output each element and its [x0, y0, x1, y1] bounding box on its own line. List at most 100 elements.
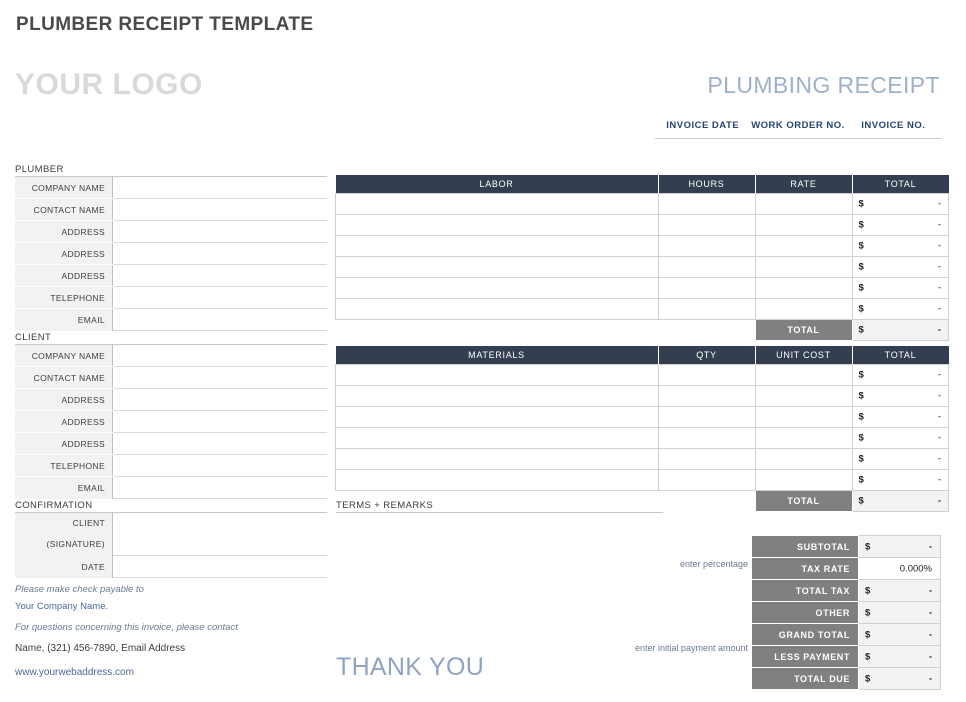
currency-symbol: $ [858, 474, 864, 486]
materials-cell-unit-cost[interactable] [754, 448, 853, 470]
labor-cell-hours[interactable] [657, 256, 756, 278]
plumber-input-telephone[interactable] [112, 286, 327, 309]
summary-row-other: OTHER $ - [751, 601, 941, 624]
summary-value-total-tax: $ - [858, 579, 941, 602]
client-input-address-1[interactable] [112, 388, 327, 411]
client-input-address-3[interactable] [112, 432, 327, 455]
summary-value-tax-rate[interactable]: 0.000% [858, 557, 941, 580]
materials-cell-unit-cost[interactable] [754, 469, 853, 491]
materials-cell-unit-cost[interactable] [754, 427, 853, 449]
table-row: CONTACT NAME [15, 366, 327, 389]
footer-website[interactable]: www.yourwebaddress.com [15, 667, 134, 678]
materials-col-header-qty: QTY [658, 346, 756, 365]
labor-cell-rate[interactable] [754, 193, 853, 215]
page-title: PLUMBER RECEIPT TEMPLATE [16, 14, 314, 35]
invoice-meta-values [655, 137, 941, 153]
summary-row-less-payment: LESS PAYMENT $ - [751, 645, 941, 668]
summary-value-less-payment[interactable]: $ - [858, 645, 941, 668]
terms-input[interactable] [336, 516, 663, 646]
field-label-client-signature: CLIENT (SIGNATURE) [15, 513, 113, 556]
labor-cell-hours[interactable] [657, 214, 756, 236]
table-row: $ - [335, 298, 949, 320]
amount-value: - [928, 585, 932, 596]
materials-cell-desc[interactable] [335, 406, 659, 428]
materials-cell-desc[interactable] [335, 385, 659, 407]
materials-cell-desc[interactable] [335, 364, 659, 386]
currency-symbol: $ [858, 369, 864, 381]
hint-tax-rate: enter percentage [679, 559, 748, 569]
materials-cell-unit-cost[interactable] [754, 364, 853, 386]
currency-symbol: $ [858, 198, 864, 210]
labor-cell-rate[interactable] [754, 277, 853, 299]
client-input-email[interactable] [112, 476, 327, 499]
section-title-confirmation: CONFIRMATION [15, 500, 93, 511]
materials-cell-qty[interactable] [657, 427, 756, 449]
labor-cell-rate[interactable] [754, 214, 853, 236]
materials-cell-total: $ - [851, 448, 949, 470]
amount-value: - [928, 673, 932, 684]
materials-cell-desc[interactable] [335, 427, 659, 449]
materials-cell-qty[interactable] [657, 448, 756, 470]
amount-value: - [928, 541, 932, 552]
labor-cell-desc[interactable] [335, 298, 659, 320]
materials-col-header-materials: MATERIALS [335, 346, 659, 365]
labor-cell-rate[interactable] [754, 235, 853, 257]
meta-input-invoice-no[interactable] [846, 137, 941, 153]
materials-cell-unit-cost[interactable] [754, 385, 853, 407]
plumber-input-address-3[interactable] [112, 264, 327, 287]
amount-value: - [937, 198, 941, 210]
spacer-cell [335, 319, 658, 341]
field-label-address-2: ADDRESS [15, 410, 113, 433]
materials-cell-total: $ - [851, 406, 949, 428]
materials-cell-qty[interactable] [657, 406, 756, 428]
materials-cell-desc[interactable] [335, 448, 659, 470]
labor-cell-desc[interactable] [335, 193, 659, 215]
amount-value: - [928, 607, 932, 618]
labor-cell-hours[interactable] [657, 193, 756, 215]
materials-cell-total: $ - [851, 385, 949, 407]
client-input-contact-name[interactable] [112, 366, 327, 389]
plumber-input-email[interactable] [112, 308, 327, 331]
field-label-date: DATE [15, 555, 113, 578]
plumber-input-address-2[interactable] [112, 242, 327, 265]
table-row: ADDRESS [15, 220, 327, 243]
labor-cell-desc[interactable] [335, 256, 659, 278]
plumber-input-contact-name[interactable] [112, 198, 327, 221]
client-input-telephone[interactable] [112, 454, 327, 477]
plumber-fields-table: COMPANY NAME CONTACT NAME ADDRESS ADDRES… [15, 177, 327, 331]
materials-cell-unit-cost[interactable] [754, 406, 853, 428]
client-input-address-2[interactable] [112, 410, 327, 433]
field-label-telephone: TELEPHONE [15, 286, 113, 309]
labor-cell-desc[interactable] [335, 235, 659, 257]
materials-total-value: $ - [851, 490, 949, 512]
amount-value: - [937, 261, 941, 273]
labor-cell-hours[interactable] [657, 235, 756, 257]
confirmation-input-signature[interactable] [112, 513, 327, 556]
materials-cell-qty[interactable] [657, 385, 756, 407]
materials-cell-desc[interactable] [335, 469, 659, 491]
materials-cell-qty[interactable] [657, 469, 756, 491]
plumber-input-company-name[interactable] [112, 177, 327, 199]
labor-cell-rate[interactable] [754, 256, 853, 278]
client-input-company-name[interactable] [112, 345, 327, 367]
summary-value-other[interactable]: $ - [858, 601, 941, 624]
labor-cell-hours[interactable] [657, 298, 756, 320]
footer-company-name: Your Company Name. [15, 601, 109, 612]
meta-input-invoice-date[interactable] [655, 137, 750, 153]
labor-cell-desc[interactable] [335, 214, 659, 236]
labor-cell-rate[interactable] [754, 298, 853, 320]
currency-symbol: $ [858, 411, 864, 423]
materials-cell-qty[interactable] [657, 364, 756, 386]
section-title-client: CLIENT [15, 332, 52, 343]
labor-cell-desc[interactable] [335, 277, 659, 299]
spacer-cell [658, 319, 755, 341]
currency-symbol: $ [858, 432, 864, 444]
summary-label-total-tax: TOTAL TAX [751, 579, 859, 602]
plumber-input-address-1[interactable] [112, 220, 327, 243]
labor-cell-hours[interactable] [657, 277, 756, 299]
amount-value: - [937, 282, 941, 294]
hint-less-payment: enter initial payment amount [634, 643, 748, 653]
invoice-meta-header: INVOICE DATE WORK ORDER NO. INVOICE NO. [655, 120, 941, 139]
meta-input-work-order-no[interactable] [750, 137, 845, 153]
confirmation-input-date[interactable] [112, 555, 327, 578]
